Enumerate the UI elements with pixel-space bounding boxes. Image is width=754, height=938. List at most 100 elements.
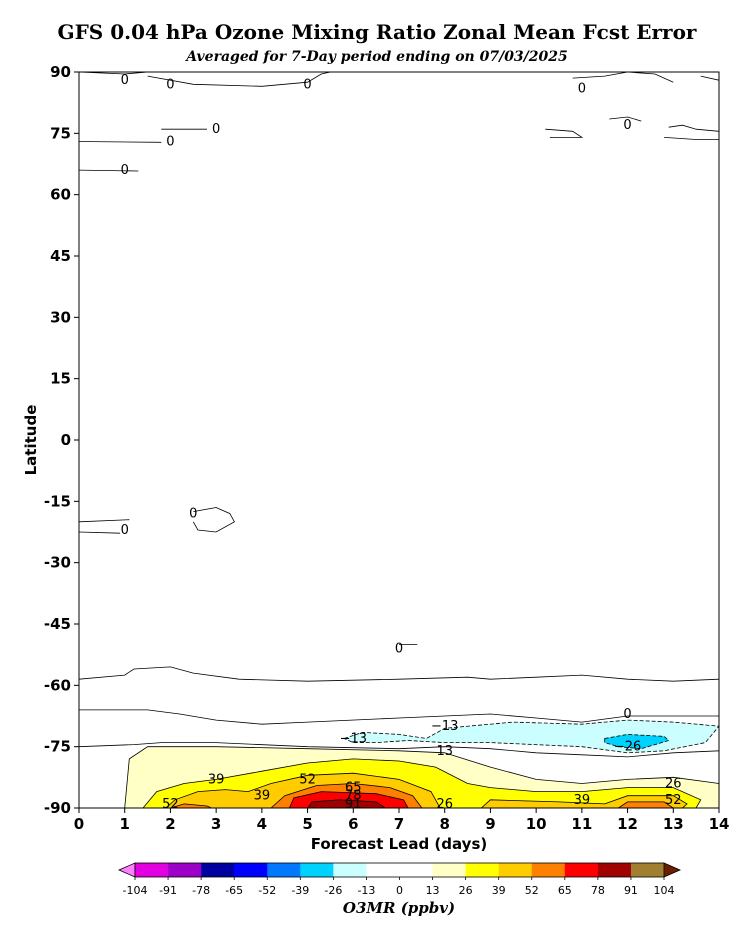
chart-subtitle: Averaged for 7-Day period ending on 07/0…: [186, 49, 568, 65]
y-tick-label: 15: [50, 370, 71, 388]
y-tick-label: -30: [44, 554, 71, 572]
contour-line-0: [79, 666, 719, 682]
contour-line-4: [79, 531, 121, 534]
contour-label-26: 52: [665, 793, 682, 808]
colorbar-swatch-6: [333, 863, 367, 877]
colorbar-swatch-11: [498, 863, 533, 877]
y-tick-label: 0: [61, 431, 71, 449]
colorbar: -104 -91 -78 -65 -52 -39 -26 -13 0 13 26 39 52 65 78 91…: [118, 862, 681, 897]
y-tick-label: -75: [44, 738, 71, 756]
chart-title: GFS 0.04 hPa Ozone Mixing Ratio Zonal Me…: [57, 20, 697, 44]
colorbar-tick-label: -13: [357, 884, 375, 897]
colorbar-swatch-2: [201, 863, 235, 877]
contour-line-13: [79, 169, 139, 172]
colorbar-swatch-5: [300, 863, 334, 877]
colorbar-tick-label: -39: [291, 884, 309, 897]
contour-label-16: 39: [208, 772, 225, 787]
contour-label-9: 0: [189, 507, 197, 522]
colorbar-under-arrow: [118, 862, 136, 878]
y-tick-label: -45: [44, 615, 71, 633]
contour-line-2: [79, 742, 719, 758]
colorbar-tick-label: 78: [591, 884, 605, 897]
y-tick-label: 90: [50, 63, 71, 81]
contour-line-5: [192, 507, 235, 533]
colorbar-swatch-15: [630, 863, 665, 877]
contour-label-20: 65: [345, 781, 362, 796]
y-tick-label: 75: [50, 124, 71, 142]
filled-contours: [124, 719, 719, 808]
x-tick-label: 13: [663, 815, 684, 833]
x-tick-label: 0: [74, 815, 84, 833]
x-tick-label: 10: [526, 815, 547, 833]
contour-label-5: 0: [166, 135, 174, 150]
contour-label-4: 0: [212, 122, 220, 137]
contour-label-2: 0: [303, 77, 311, 92]
colorbar-tick-label: -52: [258, 884, 276, 897]
x-axis-ticks: 0 1 2 3 4 5 6 7 8 9 10 11 12 13 14: [74, 808, 730, 833]
contour-line-1: [79, 709, 719, 725]
y-tick-label: -15: [44, 492, 71, 510]
x-axis-label: Forecast Lead (days): [311, 835, 487, 853]
y-axis-ticks: 90 75 60 45 30 15 0 -15 -30 -45 -60 -75 -90: [44, 63, 79, 817]
colorbar-swatch-10: [465, 863, 499, 877]
colorbar-tick-label: 26: [459, 884, 473, 897]
contour-fill-52: [170, 803, 212, 808]
colorbar-tick-label: 39: [492, 884, 506, 897]
contour-lines: [79, 72, 719, 758]
x-tick-label: 12: [617, 815, 638, 833]
x-tick-label: 14: [709, 815, 730, 833]
contour-fill-78: [307, 799, 387, 808]
contour-line-3: [79, 519, 130, 523]
colorbar-tick-label: 13: [426, 884, 440, 897]
x-tick-label: 3: [211, 815, 221, 833]
contour-fill-52c: [617, 801, 675, 808]
contour-line-15: [609, 116, 642, 122]
colorbar-swatch-1: [168, 863, 202, 877]
colorbar-swatch-7: [366, 863, 400, 877]
x-tick-label: 1: [119, 815, 129, 833]
colorbar-tick-label: 65: [558, 884, 572, 897]
contour-label-7: 0: [623, 118, 631, 133]
contour-line-17: [664, 137, 719, 140]
colorbar-swatch-9: [432, 863, 466, 877]
contour-label-3: 0: [578, 81, 586, 96]
colorbar-swatch-8: [399, 863, 433, 877]
contour-label-1: 0: [166, 77, 174, 92]
colorbar-label: O3MR (ppbv): [343, 899, 455, 917]
contour-line-7: [79, 72, 148, 75]
plot-frame: [78, 71, 720, 809]
colorbar-swatch-4: [267, 863, 301, 877]
x-tick-label: 8: [439, 815, 449, 833]
colorbar-tick-label: -65: [225, 884, 243, 897]
x-tick-label: 5: [302, 815, 312, 833]
colorbar-tick-label: 0: [396, 884, 403, 897]
contour-label-21: 78: [345, 789, 362, 804]
contour-line-16: [668, 124, 719, 132]
contour-label-18: 39: [254, 789, 271, 804]
contour-label-15: 13: [436, 744, 453, 759]
y-tick-label: 45: [50, 247, 71, 265]
y-axis-label: Latitude: [22, 405, 40, 476]
contour-line-8: [147, 72, 331, 87]
colorbar-tick-label: -91: [159, 884, 177, 897]
colorbar-swatch-0: [135, 863, 169, 877]
x-tick-label: 6: [348, 815, 358, 833]
y-tick-label: 30: [50, 308, 71, 326]
contour-label-0: 0: [121, 73, 129, 88]
contour-label-6: 0: [121, 163, 129, 178]
colorbar-tick-label: 91: [624, 884, 638, 897]
colorbar-swatch-12: [531, 863, 566, 877]
colorbar-tick-label: -104: [123, 884, 148, 897]
contour-line-10: [700, 75, 719, 81]
colorbar-tick-label: 104: [654, 884, 675, 897]
colorbar-tick-label: -78: [192, 884, 210, 897]
y-tick-label: -60: [44, 676, 71, 694]
x-tick-label: 7: [394, 815, 404, 833]
contour-label-13: −13: [340, 731, 367, 746]
contour-label-11: 0: [623, 707, 631, 722]
contour-label-10: 0: [395, 642, 403, 657]
colorbar-swatch-14: [597, 863, 632, 877]
colorbar-tick-label: 52: [525, 884, 539, 897]
